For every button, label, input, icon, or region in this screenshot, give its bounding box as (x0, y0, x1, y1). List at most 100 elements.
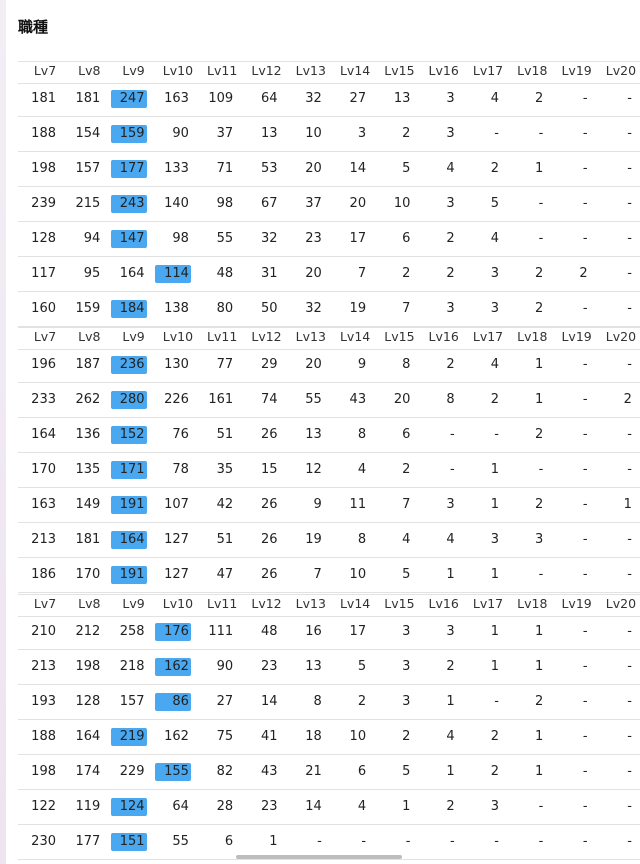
table-cell: 32 (305, 301, 322, 316)
table-cell: - (449, 834, 455, 849)
table-cell: 119 (75, 799, 101, 814)
table-cell: 8 (402, 357, 411, 372)
table-cell: - (361, 834, 367, 849)
table-cell: 48 (260, 624, 278, 639)
table-cell: 28 (216, 799, 234, 814)
table-cell: 2 (357, 694, 367, 709)
column-header: Lv8 (78, 596, 101, 611)
table-cell: - (582, 231, 588, 246)
table-cell: 1 (446, 694, 455, 709)
column-header: Lv7 (33, 329, 57, 344)
highlight (110, 356, 147, 374)
table-cell: - (582, 357, 588, 372)
table-cell: 12 (305, 462, 322, 477)
table-cell: 174 (75, 764, 101, 779)
table-cell: 1 (490, 462, 499, 477)
table-cell: 90 (172, 126, 189, 141)
table-cell: 5 (490, 196, 499, 211)
table-cell: 210 (31, 624, 56, 639)
table-cell: 1 (402, 799, 411, 814)
table-cell: 236 (119, 357, 145, 372)
table-cell: 4 (446, 729, 455, 744)
table-cell: 218 (119, 659, 145, 674)
column-header: Lv13 (295, 329, 326, 344)
column-header: Lv14 (339, 63, 371, 78)
table-cell: 47 (216, 567, 234, 582)
highlight (154, 265, 191, 283)
table-cell: 138 (164, 301, 189, 316)
table-cell: 219 (119, 729, 145, 744)
table-cell: 94 (83, 231, 101, 246)
row-divider (18, 326, 640, 327)
table-cell: 10 (349, 729, 367, 744)
table-cell: 2 (535, 301, 544, 316)
column-header: Lv14 (339, 596, 371, 611)
table-cell: - (582, 196, 588, 211)
table-cell: - (405, 834, 411, 849)
row-divider (18, 616, 640, 617)
row-divider (18, 382, 640, 383)
column-header: Lv16 (428, 596, 459, 611)
table-cell: 23 (305, 231, 322, 246)
table-cell: 111 (208, 624, 234, 639)
table-cell: 213 (31, 532, 56, 547)
table-cell: 187 (75, 357, 101, 372)
table-cell: - (538, 567, 544, 582)
table-cell: 161 (208, 392, 234, 407)
table-cell: 2 (535, 266, 544, 281)
table-cell: 130 (164, 357, 189, 372)
table-cell: 23 (260, 799, 278, 814)
highlight (154, 693, 191, 711)
table-cell: 6 (402, 427, 411, 442)
column-header: Lv10 (162, 596, 194, 611)
table-cell: 198 (31, 764, 56, 779)
column-header: Lv13 (295, 596, 326, 611)
column-header: Lv11 (207, 596, 238, 611)
row-divider (18, 417, 640, 418)
table-cell: - (582, 532, 588, 547)
table-cell: 23 (260, 659, 278, 674)
table-cell: 27 (216, 694, 234, 709)
table-cell: - (627, 659, 632, 674)
table-cell: 90 (216, 659, 234, 674)
table-cell: 181 (31, 91, 56, 106)
table-cell: - (627, 357, 632, 372)
table-cell: 243 (119, 196, 145, 211)
table-cell: 71 (216, 161, 234, 176)
table-cell: - (582, 694, 588, 709)
table-cell: - (538, 834, 544, 849)
table-cell: 3 (490, 799, 499, 814)
table-cell: 98 (216, 196, 234, 211)
table-cell: 1 (490, 567, 499, 582)
column-header: Lv18 (517, 63, 548, 78)
table-cell: - (449, 427, 455, 442)
table-cell: 127 (164, 532, 189, 547)
column-header: Lv20 (605, 596, 637, 611)
table-cell: 20 (349, 196, 367, 211)
table-cell: 188 (31, 126, 56, 141)
table-cell: 8 (446, 392, 455, 407)
table-cell: - (627, 126, 632, 141)
column-header: Lv9 (122, 329, 145, 344)
table-cell: 160 (31, 301, 56, 316)
table-cell: 15 (260, 462, 278, 477)
table-cell: 4 (490, 357, 499, 372)
table-cell: - (494, 427, 499, 442)
table-cell: 162 (164, 729, 189, 744)
table-cell: 176 (164, 624, 189, 639)
table-cell: 191 (119, 567, 145, 582)
row-divider (18, 789, 640, 790)
table-cell: 7 (402, 497, 411, 512)
highlight (110, 90, 147, 108)
table-cell: 177 (75, 834, 101, 849)
row-divider (18, 186, 640, 187)
table-cell: - (582, 427, 588, 442)
table-cell: 13 (393, 91, 411, 106)
table-cell: - (538, 196, 544, 211)
table-cell: - (449, 462, 455, 477)
table-cell: 37 (305, 196, 322, 211)
table-cell: 124 (119, 799, 145, 814)
table-cell: 212 (75, 624, 101, 639)
row-divider (18, 557, 640, 558)
row-divider (18, 859, 640, 860)
